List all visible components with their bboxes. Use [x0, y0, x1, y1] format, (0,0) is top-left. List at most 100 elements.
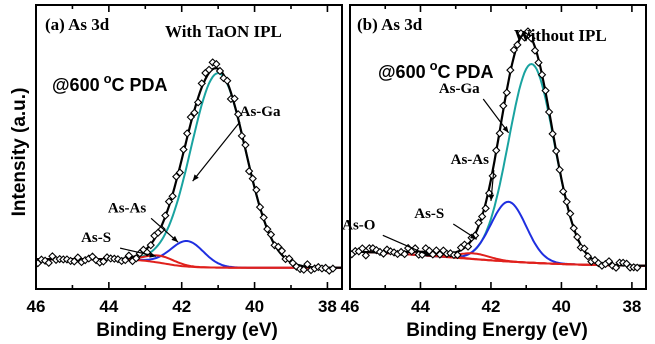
panel-a-x-tick-label: 44	[99, 297, 118, 316]
panel-a-data-point	[208, 58, 217, 67]
panel-b-data-point	[527, 34, 536, 43]
panel-b-data-point	[583, 252, 593, 261]
panel-b-data-point	[594, 258, 603, 268]
panel-a-data-point	[142, 248, 152, 257]
panel-b-data-point	[566, 209, 575, 218]
panel-b-data-point	[492, 146, 501, 155]
panel-b-annotation-as-o: As-O	[342, 217, 375, 233]
panel-a-data-point	[215, 66, 225, 76]
panel-a-data-point	[193, 98, 203, 107]
panel-b-data-point	[580, 244, 589, 253]
panel-b-label: (b) As 3d	[357, 15, 423, 34]
panel-b-annotation-arrow	[382, 234, 432, 257]
panel-b-data-point	[551, 146, 561, 156]
panel-b-data-point	[562, 197, 571, 206]
panel-b-data-point	[523, 27, 533, 36]
panel-a-data-point	[132, 254, 141, 263]
panel-a-data-point	[248, 174, 257, 183]
panel-b-data-point	[534, 58, 543, 67]
panel-b-data-point	[548, 129, 557, 139]
panel-a-data-point	[266, 230, 276, 239]
panel-a-data-point	[237, 131, 246, 141]
panel-b-data-point	[477, 212, 487, 221]
panel-b-data-point	[361, 251, 371, 260]
panel-b-data-point	[569, 224, 578, 233]
panel-b-data-point	[604, 257, 614, 266]
panel-b-data-point	[611, 263, 621, 272]
panel-a-annotation-arrow	[192, 121, 241, 182]
panel-b-annotation-arrowhead	[488, 194, 495, 201]
panel-a-data-point	[161, 211, 170, 220]
panel-b-data-point	[474, 218, 483, 227]
panel-b-data-point	[400, 249, 409, 259]
panel-a-data-point	[121, 255, 130, 265]
panel-b-data-point	[513, 40, 522, 50]
panel-b-annotation-as-as: As-As	[451, 152, 489, 168]
panel-a-data-point	[241, 140, 250, 150]
panel-a-series-layer	[36, 58, 342, 275]
panel-b-data-point	[559, 187, 568, 196]
panel-a-x-tick-label: 46	[27, 297, 46, 316]
panel-a-data-point	[328, 264, 338, 273]
panel-a-annotation-as-ga: As-Ga	[240, 104, 281, 120]
panel-a-anneal-degree: o	[104, 71, 112, 86]
panel-a-data-point	[212, 59, 221, 69]
panel-a-data-point	[157, 225, 166, 234]
panel-a-anneal-temp: @600	[52, 75, 100, 95]
panel-b-x-axis-label: Binding Energy (eV)	[406, 320, 588, 341]
panel-a-data-point	[190, 108, 199, 117]
panel-b-x-tick-label: 44	[411, 297, 430, 316]
panel-a-x-tick-label: 38	[318, 297, 337, 316]
panel-b-data-point	[516, 29, 526, 38]
panel-a-annotation-arrowhead	[149, 252, 157, 258]
panel-b-data-point	[530, 46, 540, 55]
panel-b-data-point	[481, 204, 490, 213]
panel-a-data-point	[164, 197, 174, 206]
panel-b-annotation-arrowhead	[424, 251, 432, 257]
panel-b-x-tick-label: 46	[341, 297, 360, 316]
panel-b-condition: Without IPL	[514, 26, 607, 45]
panel-b-annotation-arrowhead	[502, 126, 509, 133]
panel-b-anneal-degree: o	[430, 58, 438, 73]
panel-a-data-point	[179, 145, 188, 154]
panel-a-x-tick-label: 42	[172, 297, 191, 316]
panel-a-data-point	[252, 185, 261, 195]
panel-a-data-point	[99, 257, 108, 266]
panel-b-data-point	[520, 33, 529, 42]
panel-b-annotation-as-s: As-S	[414, 206, 444, 222]
panel-b-anneal-suffix: C PDA	[438, 62, 494, 82]
panel-a-data-point	[175, 168, 185, 177]
panel-a-data-point	[223, 76, 232, 85]
panel-b-data-point	[537, 70, 547, 79]
panel-a-label: (a) As 3d	[45, 15, 110, 34]
panel-b-anneal-temp: @600	[378, 62, 426, 82]
panel-a-tick-layer: 46 44 42 40 38	[27, 5, 337, 316]
panel-a-data-point	[204, 65, 214, 74]
panel-a-data-point	[259, 213, 268, 222]
panel-a-data-point	[73, 253, 83, 262]
panel-b-data-point	[502, 88, 511, 97]
panel-b-annotation-as-ga: As-Ga	[439, 81, 480, 97]
panel-b-peak-as-ga	[350, 62, 646, 267]
panel-b-x-tick-label: 38	[622, 297, 641, 316]
panel-a-annotation-arrowhead	[171, 235, 179, 243]
panel-a-data-point	[168, 192, 177, 201]
panel-b-data-point	[506, 65, 515, 75]
panel-b-data-point	[421, 244, 430, 253]
panel-b-tick-layer: 46 44 42 40 38	[341, 5, 641, 316]
panel-a-condition: With TaON IPL	[165, 22, 282, 41]
panel-b-data-point	[633, 263, 642, 272]
panel-b-annotation-layer: As-Ga As-As As-S As-O	[342, 81, 510, 257]
panel-a-data-point	[321, 263, 330, 273]
panel-b-data-point	[453, 250, 462, 260]
panel-a-annotation-layer: As-Ga As-As As-S	[81, 104, 281, 258]
panel-b-data-point	[544, 107, 554, 117]
panel-a-data-point	[303, 260, 312, 269]
panel-a-x-axis-label: Binding Energy (eV)	[96, 320, 278, 341]
panel-a-data-point	[186, 112, 195, 122]
panel-a-annotation-as-s: As-S	[81, 230, 111, 246]
panel-a-data-point	[183, 129, 192, 138]
panel-a-annotation-arrowhead	[192, 174, 199, 182]
panel-a-data-point	[299, 265, 308, 274]
